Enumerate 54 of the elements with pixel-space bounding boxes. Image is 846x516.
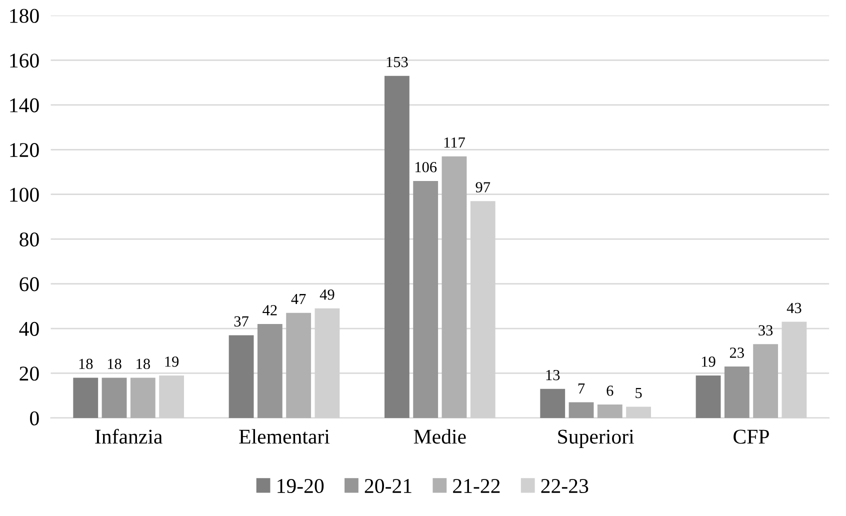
legend-label: 22-23 bbox=[541, 479, 588, 494]
bar bbox=[257, 324, 282, 418]
y-tick-label: 40 bbox=[19, 322, 39, 336]
y-tick-label: 20 bbox=[20, 366, 39, 381]
data-label: 13 bbox=[546, 370, 560, 380]
bar bbox=[597, 404, 622, 418]
data-label: 23 bbox=[730, 348, 744, 358]
y-tick-label: 0 bbox=[30, 411, 39, 426]
data-label: 18 bbox=[108, 358, 122, 370]
x-tick-label: CFP bbox=[734, 430, 769, 444]
data-label: 37 bbox=[234, 316, 248, 327]
bar bbox=[102, 378, 127, 418]
data-label: 18 bbox=[136, 358, 150, 370]
data-label: 43 bbox=[786, 302, 802, 314]
y-tick-label: 140 bbox=[10, 98, 39, 112]
data-label: 49 bbox=[320, 289, 334, 300]
bar bbox=[724, 366, 750, 418]
legend-label: 20-21 bbox=[364, 478, 412, 494]
y-tick-label: 120 bbox=[10, 143, 39, 158]
bar bbox=[130, 378, 156, 418]
bar bbox=[442, 156, 467, 418]
x-tick-label: Infanzia bbox=[95, 428, 162, 444]
data-label: 106 bbox=[415, 162, 437, 172]
data-label: 19 bbox=[702, 356, 716, 367]
bar bbox=[384, 76, 410, 418]
x-tick-label: Superiori bbox=[558, 430, 634, 448]
data-label: 117 bbox=[444, 137, 465, 148]
data-label: 5 bbox=[636, 388, 642, 398]
y-tick-label: 100 bbox=[10, 188, 39, 202]
bar bbox=[228, 335, 254, 418]
bar bbox=[540, 388, 566, 418]
y-tick-label: 60 bbox=[20, 277, 39, 292]
y-tick-label: 160 bbox=[10, 54, 39, 68]
bar bbox=[568, 402, 594, 418]
data-label: 33 bbox=[758, 325, 773, 336]
data-label: 47 bbox=[291, 294, 306, 304]
data-label: 97 bbox=[476, 182, 490, 192]
data-label: 18 bbox=[79, 358, 93, 370]
bar bbox=[753, 344, 778, 418]
bar bbox=[73, 378, 98, 418]
data-label: 7 bbox=[578, 383, 585, 394]
legend-label: 19-20 bbox=[278, 478, 324, 494]
bar bbox=[286, 312, 312, 418]
x-tick-label: Medie bbox=[414, 429, 466, 444]
data-label: 42 bbox=[262, 305, 277, 316]
data-label: 153 bbox=[386, 56, 408, 68]
x-tick-label: Elementari bbox=[239, 429, 330, 444]
bar bbox=[413, 180, 438, 418]
bar bbox=[696, 375, 721, 418]
data-label: 6 bbox=[606, 386, 614, 396]
y-tick-label: 180 bbox=[10, 8, 39, 23]
data-label: 19 bbox=[165, 356, 179, 367]
legend-label: 21-22 bbox=[453, 479, 500, 493]
y-tick-label: 80 bbox=[20, 232, 39, 247]
